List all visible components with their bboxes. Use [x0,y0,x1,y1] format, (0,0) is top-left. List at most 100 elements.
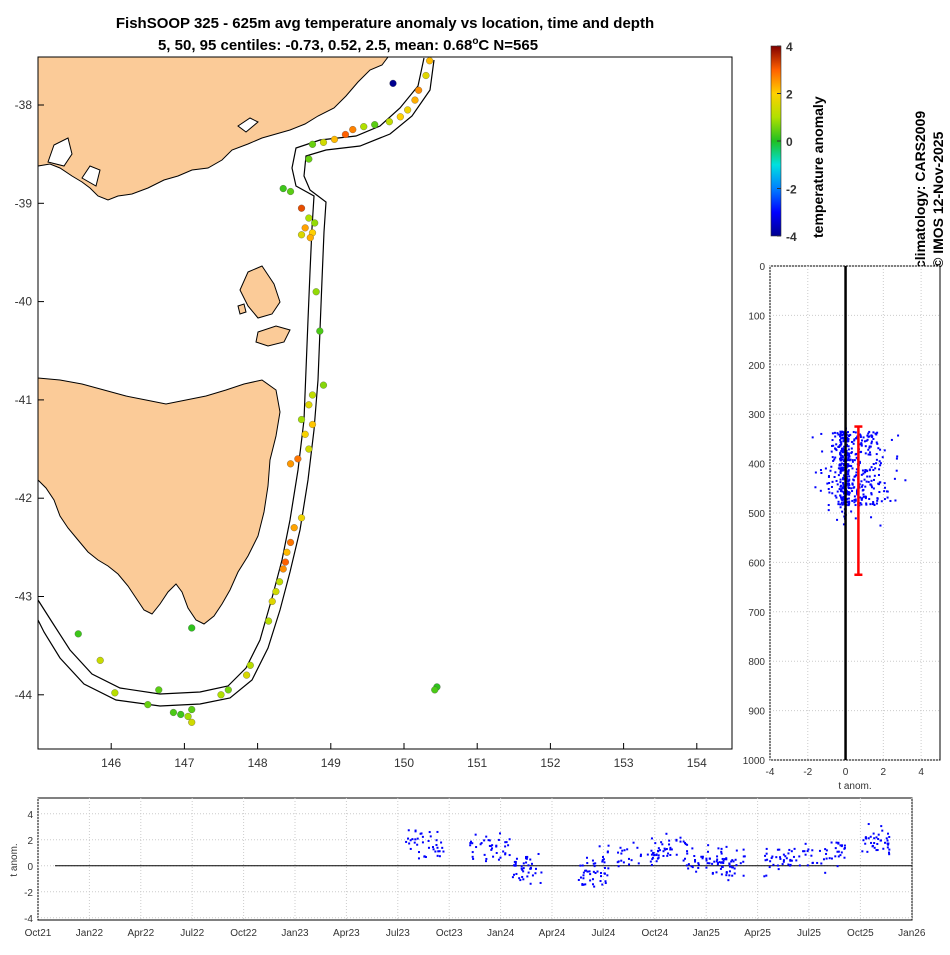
ts-point [424,856,427,859]
depth-point [827,509,830,512]
ts-point [491,844,494,847]
ts-point [604,880,607,883]
ts-point [725,857,728,860]
depth-point [855,468,858,471]
ts-point [728,874,731,877]
ts-point [684,843,687,846]
map-point [404,106,412,114]
depth-point [829,469,832,472]
ts-point [798,864,801,867]
ts-point [695,870,698,873]
depth-point [841,454,844,457]
depth-ytick-label: 400 [748,460,765,471]
ts-point [720,873,723,876]
depth-point [904,479,907,482]
depth-point [872,437,875,440]
depth-point [838,445,841,448]
ts-point [693,855,696,858]
map-point [279,565,287,573]
ts-point [579,876,582,879]
depth-point [840,466,843,469]
copyright-credit: © IMOS 12-Nov-2025 [930,131,946,268]
depth-ytick-label: 500 [748,509,765,520]
depth-point [841,496,844,499]
depth-point [831,444,834,447]
ts-point [834,855,837,858]
ts-xtick-label: Oct21 [25,928,52,939]
depth-point [848,455,851,458]
depth-ytick-label: 0 [759,262,765,273]
ts-point [540,871,543,874]
depth-point [870,479,873,482]
ts-point [495,851,498,854]
depth-point [842,487,845,490]
ts-point [720,861,723,864]
ts-point [616,861,619,864]
ts-point [864,842,867,845]
depth-point [886,490,889,493]
depth-point [839,439,842,442]
ts-point [686,843,689,846]
map-ticks: 146 147 148 149 150 151 152 153 154 -38 -39 -40 -41 -… [15,98,707,770]
ts-point [811,849,814,852]
ts-point [507,844,510,847]
depth-point [848,491,851,494]
map-point [330,135,339,143]
ts-point [731,866,734,869]
ts-point [711,871,714,874]
depth-point [846,431,849,434]
ts-point [824,848,827,851]
depth-point [842,501,845,504]
ts-point [623,849,626,852]
depth-point [849,458,852,461]
ts-point [606,850,609,853]
ts-point [836,850,839,853]
ts-point [582,874,585,877]
depth-point [884,486,887,489]
ts-point [731,874,734,877]
ts-point [803,850,806,853]
ts-point [603,872,606,875]
ts-point [867,823,870,826]
depth-point [864,485,867,488]
ts-point [721,857,724,860]
ts-point [706,850,709,853]
ts-point [841,844,844,847]
ts-point [765,847,768,850]
ts-point [413,841,416,844]
depth-point [848,484,851,487]
ts-point [529,866,532,869]
ts-point [513,864,516,867]
map-xtick-label: 146 [101,756,121,770]
ts-point [811,862,814,865]
ts-point [839,844,842,847]
ts-point [504,852,507,855]
depth-point [872,463,875,466]
depth-point [858,462,861,465]
ts-point [666,854,669,857]
depth-point [867,448,870,451]
ts-point [423,855,426,858]
lakes-entrance [237,117,259,133]
map-point [308,140,317,148]
depth-point [842,433,845,436]
depth-point [840,442,843,445]
ts-point [725,871,728,874]
depth-point [839,485,842,488]
ts-point [582,871,585,874]
map-ytick-label: -40 [15,295,33,309]
depth-point [855,456,858,459]
depth-point [846,436,849,439]
depth-point [871,486,874,489]
depth-point [841,486,844,489]
ts-point [596,870,599,873]
tasmania-land [37,377,281,625]
map-point [319,381,328,389]
depth-point [858,433,861,436]
map-point [155,686,163,694]
ts-point [807,848,810,851]
ts-ytick-label: 4 [27,810,33,821]
ts-point [682,859,685,862]
colorbar-ticks: 4 2 0 -2 -4 [777,40,797,244]
depth-point [855,474,858,477]
